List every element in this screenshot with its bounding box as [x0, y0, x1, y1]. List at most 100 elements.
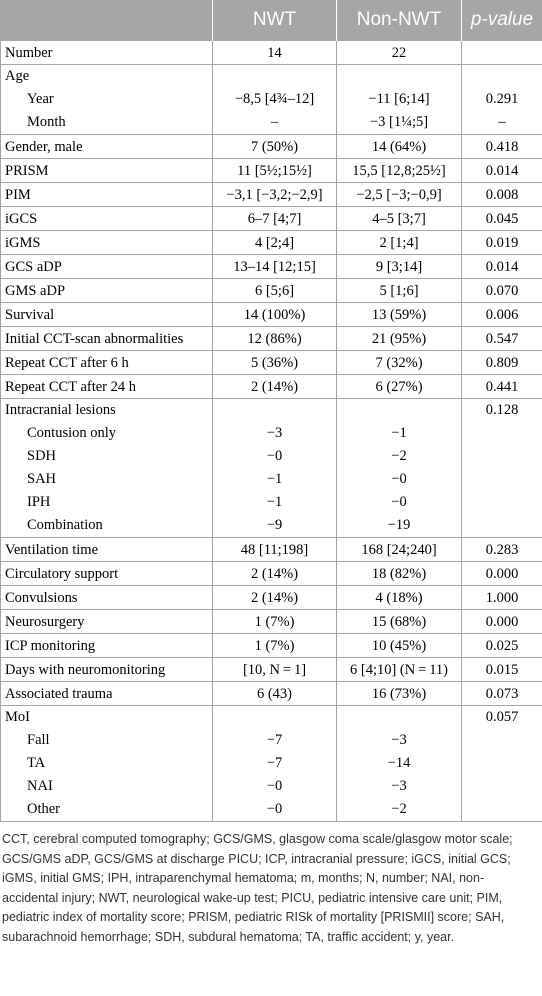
- p-value: 0.019: [461, 230, 542, 255]
- group-label: Intracranial lesions: [5, 402, 116, 418]
- p-value: 1.000: [461, 585, 542, 610]
- sub-p-value: [466, 422, 538, 445]
- non-nwt-value: 5 [1;6]: [336, 278, 462, 303]
- sub-nwt-value: −0: [266, 448, 283, 464]
- nwt-value: 2 (14%): [212, 374, 337, 399]
- nwt-value: 48 [11;198]: [212, 537, 337, 562]
- row-label: iGCS: [0, 206, 213, 231]
- nwt-value: 11 [5½;15½]: [212, 158, 337, 183]
- row-label: Gender, male: [0, 134, 213, 159]
- sub-nwt-value: −1: [266, 471, 283, 487]
- spacer: [341, 400, 457, 423]
- table-row: PRISM 11 [5½;15½] 15,5 [12,8;25½] 0.014: [0, 158, 542, 183]
- spacer: [341, 707, 457, 730]
- sub-row-label: TA: [27, 755, 46, 771]
- sub-p-value: [466, 445, 538, 468]
- table-header-row: NWT Non-NWT p-value: [0, 0, 542, 41]
- sub-non-nwt-value: −2: [391, 801, 407, 817]
- sub-non-nwt-value: −3: [391, 778, 407, 794]
- row-label: Number: [0, 40, 213, 65]
- row-label: Associated trauma: [0, 681, 213, 706]
- non-nwt-value: 9 [3;14]: [336, 254, 462, 279]
- p-value: 0.006: [461, 302, 542, 327]
- spacer: [217, 400, 332, 423]
- sub-p-value: [466, 752, 538, 775]
- table-row: Associated trauma 6 (43) 16 (73%) 0.073: [0, 681, 542, 706]
- nwt-values-cell: −7 −7 −0 −0: [212, 705, 337, 822]
- sub-non-nwt-value: −19: [387, 517, 411, 533]
- sub-nwt-value: −1: [266, 494, 283, 510]
- nwt-value: 6 (43): [212, 681, 337, 706]
- nwt-values-cell: −8,5 [4¾–12] –: [212, 64, 337, 135]
- non-nwt-value: 22: [336, 40, 462, 65]
- non-nwt-value: 18 (82%): [336, 561, 462, 586]
- table-row: Initial CCT-scan abnormalities 12 (86%) 21…: [0, 326, 542, 351]
- non-nwt-value: 14 (64%): [336, 134, 462, 159]
- row-label: Repeat CCT after 24 h: [0, 374, 213, 399]
- sub-p-value: [466, 729, 538, 752]
- table-row: Age Year Month −8,5 [4¾–12] – −11 [6;14] −3 [1…: [0, 64, 542, 135]
- group-p-value: 0.128: [485, 402, 519, 418]
- sub-non-nwt-value: −1: [391, 425, 407, 441]
- p-value: 0.441: [461, 374, 542, 399]
- sub-nwt-value: −0: [266, 778, 283, 794]
- table-row: Intracranial lesions Contusion only SDH SAH…: [0, 398, 542, 538]
- non-nwt-value: 13 (59%): [336, 302, 462, 327]
- table-row: Survival 14 (100%) 13 (59%) 0.006: [0, 302, 542, 327]
- sub-row-label: Contusion only: [27, 425, 117, 441]
- p-value: 0.000: [461, 561, 542, 586]
- non-nwt-value: 15,5 [12,8;25½]: [336, 158, 462, 183]
- row-label: PIM: [0, 182, 213, 207]
- sub-p-value: –: [498, 114, 506, 130]
- sub-nwt-value: −0: [266, 801, 283, 817]
- spacer: [341, 66, 457, 89]
- sub-non-nwt-value: −2: [391, 448, 407, 464]
- group-p-value: [466, 66, 538, 89]
- nwt-value: 1 (7%): [212, 609, 337, 634]
- sub-non-nwt-value: −0: [391, 494, 407, 510]
- nwt-value: 2 (14%): [212, 561, 337, 586]
- nwt-value: 5 (36%): [212, 350, 337, 375]
- sub-row-label: SAH: [27, 471, 57, 487]
- group-label-cell: Age Year Month: [0, 64, 213, 135]
- sub-nwt-value: −3: [266, 425, 283, 441]
- sub-nwt-value: −7: [266, 732, 283, 748]
- row-label: Initial CCT-scan abnormalities: [0, 326, 213, 351]
- row-label: ICP monitoring: [0, 633, 213, 658]
- p-value: 0.070: [461, 278, 542, 303]
- non-nwt-values-cell: −11 [6;14] −3 [1¼;5]: [336, 64, 462, 135]
- sub-p-value: [466, 491, 538, 514]
- table-row: MoI Fall TA NAI Other −7 −7 −0 −0 −3 −14 −3 −2 0.057: [0, 705, 542, 822]
- group-label-cell: MoI Fall TA NAI Other: [0, 705, 213, 822]
- row-label: GCS aDP: [0, 254, 213, 279]
- p-value: 0.014: [461, 254, 542, 279]
- sub-row-label: NAI: [27, 778, 53, 794]
- nwt-value: 7 (50%): [212, 134, 337, 159]
- table-row: Number 14 22: [0, 40, 542, 65]
- sub-non-nwt-value: −0: [391, 471, 407, 487]
- p-value: 0.008: [461, 182, 542, 207]
- nwt-value: −3,1 [−3,2;−2,9]: [212, 182, 337, 207]
- nwt-value: [10, N = 1]: [212, 657, 337, 682]
- sub-nwt-value: −7: [266, 755, 283, 771]
- nwt-value: 6 [5;6]: [212, 278, 337, 303]
- p-value: [461, 40, 542, 65]
- non-nwt-value: 168 [24;240]: [336, 537, 462, 562]
- non-nwt-value: 15 (68%): [336, 609, 462, 634]
- p-value: 0.014: [461, 158, 542, 183]
- table-row: iGMS 4 [2;4] 2 [1;4] 0.019: [0, 230, 542, 255]
- row-label: GMS aDP: [0, 278, 213, 303]
- table-row: Convulsions 2 (14%) 4 (18%) 1.000: [0, 585, 542, 610]
- table-footnote: CCT, cerebral computed tomography; GCS/G…: [2, 832, 513, 944]
- table-row: Gender, male 7 (50%) 14 (64%) 0.418: [0, 134, 542, 159]
- nwt-value: 12 (86%): [212, 326, 337, 351]
- header-label: [0, 0, 213, 41]
- spacer: [217, 707, 332, 730]
- non-nwt-values-cell: −3 −14 −3 −2: [336, 705, 462, 822]
- p-value: 0.283: [461, 537, 542, 562]
- header-non-nwt: Non-NWT: [336, 0, 462, 41]
- spacer: [217, 66, 332, 89]
- nwt-values-cell: −3 −0 −1 −1 −9: [212, 398, 337, 538]
